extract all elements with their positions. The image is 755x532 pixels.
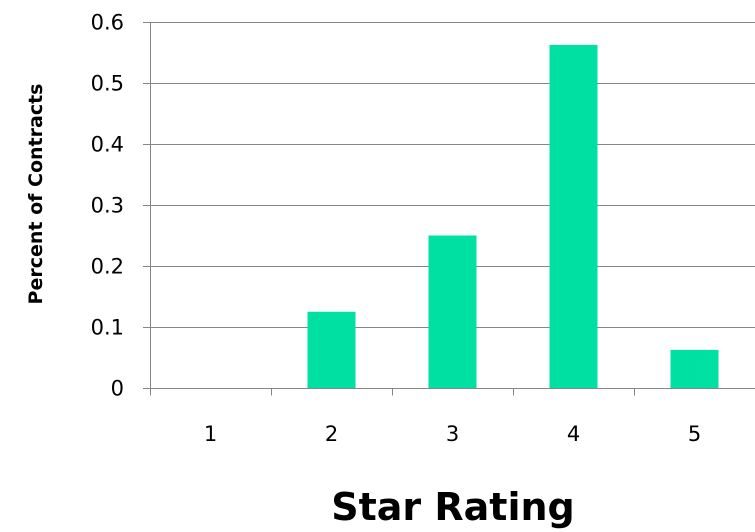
bars	[307, 44, 719, 388]
x-tick-labels: 1 2 3 4 5	[204, 422, 701, 446]
y-axis-title: Percent of Contracts	[25, 84, 47, 305]
bar-3	[428, 235, 477, 388]
bar-2	[307, 311, 356, 388]
y-tick-labels: 0 0.1 0.2 0.3 0.4 0.5 0.6	[91, 11, 124, 401]
x-tick-label: 2	[325, 422, 338, 446]
x-tick-label: 1	[204, 422, 217, 446]
y-tick-label: 0	[111, 377, 124, 401]
x-tick-label: 3	[446, 422, 459, 446]
y-tick-label: 0.4	[91, 133, 124, 157]
gridlines	[143, 22, 755, 328]
bar-5	[670, 349, 719, 388]
y-tick-label: 0.1	[91, 316, 124, 340]
x-axis-title: Star Rating	[331, 485, 575, 529]
y-tick-label: 0.3	[91, 194, 124, 218]
x-tick-label: 4	[567, 422, 580, 446]
y-tick-label: 0.5	[91, 72, 124, 96]
axes	[143, 22, 755, 396]
y-tick-label: 0.6	[91, 11, 124, 35]
y-tick-label: 0.2	[91, 255, 124, 279]
x-tick-label: 5	[688, 422, 701, 446]
bar-4	[549, 44, 598, 388]
